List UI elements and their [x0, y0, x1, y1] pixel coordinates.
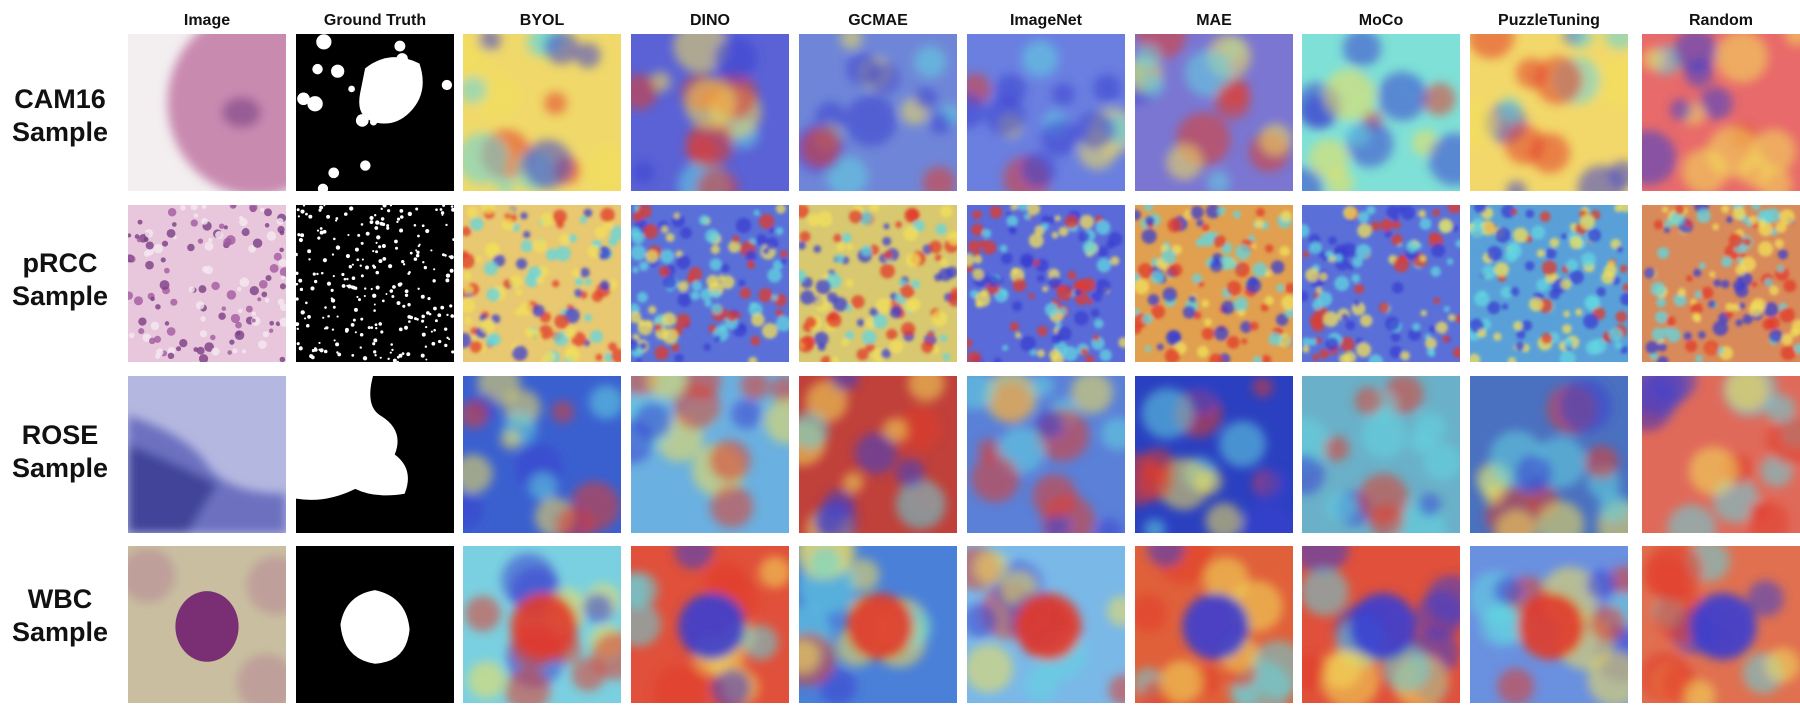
row-label-cam16-line2: Sample	[11, 117, 109, 147]
row-label-cam16: CAM16 Sample	[0, 83, 120, 149]
tile-wbc-moco	[1302, 546, 1460, 703]
tile-rose-gcmae	[799, 376, 957, 533]
tile-rose-byol	[463, 376, 621, 533]
tile-wbc-dino	[631, 546, 789, 703]
tile-prcc-puzzletuning	[1470, 205, 1628, 362]
tile-wbc-mae	[1135, 546, 1293, 703]
row-label-rose: ROSE Sample	[0, 419, 120, 485]
tile-rose-moco	[1302, 376, 1460, 533]
tile-rose-mae	[1135, 376, 1293, 533]
row-label-wbc-line2: Sample	[11, 617, 109, 647]
tile-cam16-byol	[463, 34, 621, 191]
tile-rose-puzzletuning	[1470, 376, 1628, 533]
tile-cam16-moco	[1302, 34, 1460, 191]
tile-prcc-imagenet	[967, 205, 1125, 362]
col-header-imagenet: ImageNet	[1009, 12, 1083, 29]
tile-cam16-image	[128, 34, 286, 191]
tile-prcc-dino	[631, 205, 789, 362]
col-header-gcmae: GCMAE	[848, 12, 908, 29]
row-label-wbc-line1: WBC	[27, 584, 93, 614]
tile-rose-ground-truth	[296, 376, 454, 533]
tile-cam16-dino	[631, 34, 789, 191]
tile-cam16-random	[1642, 34, 1800, 191]
tile-cam16-imagenet	[967, 34, 1125, 191]
tile-prcc-gcmae	[799, 205, 957, 362]
row-label-prcc-line1: pRCC	[22, 248, 98, 278]
tile-prcc-ground-truth	[296, 205, 454, 362]
tile-cam16-puzzletuning	[1470, 34, 1628, 191]
tile-rose-image	[128, 376, 286, 533]
row-label-cam16-line1: CAM16	[14, 84, 106, 114]
tile-prcc-image	[128, 205, 286, 362]
tile-prcc-random	[1642, 205, 1800, 362]
tile-prcc-byol	[463, 205, 621, 362]
col-header-mae: MAE	[1196, 12, 1232, 29]
tile-wbc-ground-truth	[296, 546, 454, 703]
row-label-rose-line1: ROSE	[21, 420, 99, 450]
col-header-image: Image	[183, 12, 231, 29]
tile-cam16-gcmae	[799, 34, 957, 191]
tile-prcc-moco	[1302, 205, 1460, 362]
col-header-moco: MoCo	[1358, 12, 1404, 29]
tile-wbc-imagenet	[967, 546, 1125, 703]
row-label-prcc: pRCC Sample	[0, 247, 120, 313]
col-header-ground-truth: Ground Truth	[323, 12, 427, 29]
row-label-rose-line2: Sample	[11, 453, 109, 483]
row-label-prcc-line2: Sample	[11, 281, 109, 311]
tile-rose-dino	[631, 376, 789, 533]
col-header-puzzletuning: PuzzleTuning	[1498, 12, 1600, 29]
tile-wbc-image	[128, 546, 286, 703]
row-label-wbc: WBC Sample	[0, 583, 120, 649]
tile-wbc-gcmae	[799, 546, 957, 703]
tile-cam16-mae	[1135, 34, 1293, 191]
tile-prcc-mae	[1135, 205, 1293, 362]
tile-wbc-byol	[463, 546, 621, 703]
tile-wbc-puzzletuning	[1470, 546, 1628, 703]
tile-rose-random	[1642, 376, 1800, 533]
tile-rose-imagenet	[967, 376, 1125, 533]
col-header-dino: DINO	[690, 12, 730, 29]
col-header-byol: BYOL	[519, 12, 565, 29]
col-header-random: Random	[1689, 12, 1753, 29]
tile-cam16-ground-truth	[296, 34, 454, 191]
tile-wbc-random	[1642, 546, 1800, 703]
